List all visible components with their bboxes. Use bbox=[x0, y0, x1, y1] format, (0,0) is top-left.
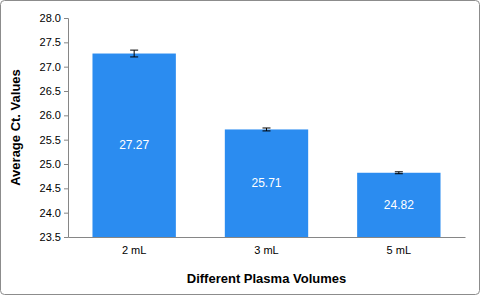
y-tick-label: 25.5 bbox=[40, 134, 61, 146]
y-tick-mark bbox=[64, 18, 68, 19]
y-tick: 25.5 bbox=[40, 134, 68, 146]
y-tick-label: 25.0 bbox=[40, 158, 61, 170]
bar bbox=[357, 173, 440, 237]
error-bar-stem bbox=[134, 50, 135, 57]
y-tick: 28.0 bbox=[40, 12, 68, 24]
y-axis-title: Average Ct. Values bbox=[8, 69, 23, 186]
data-label: 24.82 bbox=[384, 198, 414, 212]
error-bar-cap bbox=[263, 127, 271, 128]
y-tick-label: 27.5 bbox=[40, 36, 61, 48]
y-tick-label: 28.0 bbox=[40, 12, 61, 24]
y-tick-mark bbox=[64, 42, 68, 43]
x-tick-label: 2 mL bbox=[122, 244, 146, 256]
bar bbox=[225, 129, 308, 237]
y-tick-label: 24.5 bbox=[40, 182, 61, 194]
data-label: 27.27 bbox=[119, 138, 149, 152]
error-bar-cap bbox=[395, 173, 403, 174]
y-tick-label: 26.5 bbox=[40, 85, 61, 97]
x-tick-label: 3 mL bbox=[254, 244, 278, 256]
bar bbox=[92, 54, 175, 237]
x-tick: 5 mL bbox=[387, 237, 411, 256]
y-tick-label: 26.0 bbox=[40, 109, 61, 121]
error-bar-cap bbox=[130, 56, 138, 57]
y-tick-mark bbox=[64, 164, 68, 165]
y-tick-mark bbox=[64, 91, 68, 92]
y-tick: 26.5 bbox=[40, 85, 68, 97]
x-tick: 3 mL bbox=[254, 237, 278, 256]
y-tick-label: 27.0 bbox=[40, 61, 61, 73]
error-bar-cap bbox=[395, 171, 403, 172]
data-labels: 27.27 25.71 24.82 bbox=[119, 138, 414, 212]
y-tick-mark bbox=[64, 140, 68, 141]
plot-area: 23.5 24.0 24.5 25.0 25.5 26.0 26.5 27.0 27.5 28.0… bbox=[40, 12, 466, 256]
data-label: 25.71 bbox=[251, 176, 281, 190]
y-tick: 27.5 bbox=[40, 36, 68, 48]
x-axis-line bbox=[69, 237, 466, 238]
y-tick-label: 23.5 bbox=[40, 231, 61, 243]
error-bar bbox=[263, 128, 271, 131]
y-tick: 25.0 bbox=[40, 158, 68, 170]
x-axis-title: Different Plasma Volumes bbox=[187, 271, 346, 286]
y-tick-mark bbox=[64, 188, 68, 189]
y-tick-mark bbox=[64, 237, 68, 238]
x-tick: 2 mL bbox=[122, 237, 146, 256]
y-tick: 23.5 bbox=[40, 231, 68, 243]
y-tick-mark bbox=[64, 67, 68, 68]
y-axis-line bbox=[64, 19, 69, 238]
y-tick-mark bbox=[64, 115, 68, 116]
error-bar-cap bbox=[130, 50, 138, 51]
y-axis: 23.5 24.0 24.5 25.0 25.5 26.0 26.5 27.0 27.5 28.0 bbox=[40, 12, 69, 243]
bars bbox=[92, 50, 440, 237]
error-bar bbox=[395, 172, 403, 174]
chart-frame bbox=[1, 1, 480, 295]
error-bar bbox=[130, 50, 138, 57]
y-tick: 24.5 bbox=[40, 182, 68, 194]
y-tick-mark bbox=[64, 213, 68, 214]
x-axis: 2 mL 3 mL 5 mL bbox=[69, 237, 466, 256]
x-tick-label: 5 mL bbox=[387, 244, 411, 256]
y-tick: 26.0 bbox=[40, 109, 68, 121]
y-tick-label: 24.0 bbox=[40, 207, 61, 219]
error-bar-cap bbox=[263, 130, 271, 131]
chart: 23.5 24.0 24.5 25.0 25.5 26.0 26.5 27.0 27.5 28.0… bbox=[0, 0, 480, 295]
y-tick: 27.0 bbox=[40, 61, 68, 73]
y-tick: 24.0 bbox=[40, 207, 68, 219]
